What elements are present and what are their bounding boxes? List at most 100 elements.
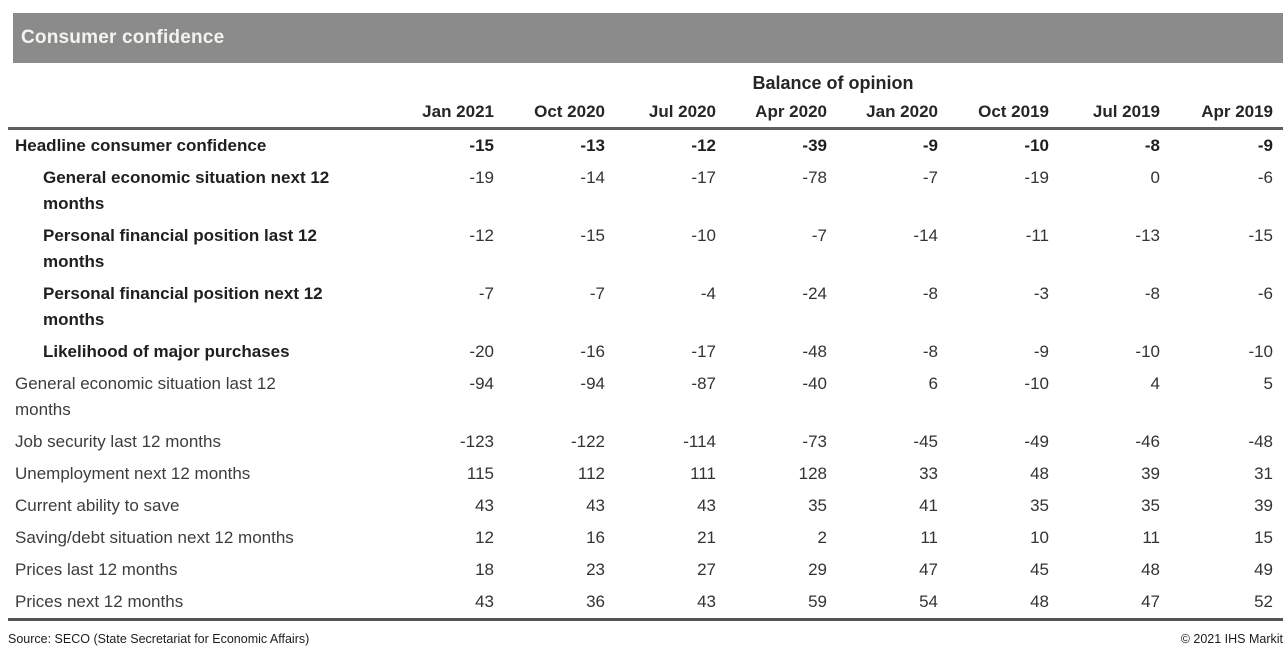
row-label: Prices last 12 months [15,560,178,579]
cell-value: -46 [1135,432,1160,451]
cell-value: -19 [469,168,494,187]
row-label: Likelihood of major purchases [43,342,290,361]
cell-value: -8 [922,342,938,361]
cell-value: 29 [808,560,827,579]
cell-value: -8 [1144,136,1160,155]
cell-value: -9 [922,136,938,155]
cell-value: -40 [802,374,827,393]
cell-value: 48 [938,586,1049,621]
cell-value: 0 [1150,168,1160,187]
column-header: Jul 2020 [605,96,716,130]
cell-value: -10 [1135,342,1160,361]
cell-value: -9 [1257,136,1274,155]
table-row: Personal financial position next 12 mont… [8,278,1283,336]
cell-value: 39 [1141,464,1160,483]
cell-value: -94 [580,374,605,393]
table-row: Headline consumer confidence -15 -13 -12 -39… [8,129,1283,163]
table-row: Prices next 12 months 43 36 43 59 54 48 47 52 [8,586,1284,621]
cell-value: 59 [716,586,827,621]
cell-value: -39 [802,136,827,155]
cell-value: 112 [577,464,605,483]
column-header: Apr 2019 [1160,96,1284,130]
cell-value: 47 [919,560,938,579]
cell-value: -16 [580,342,605,361]
table-row: General economic situation last 12 month… [8,368,1283,426]
cell-value: -10 [1248,342,1274,361]
cell-value: 41 [919,496,938,515]
empty-header-cell [8,96,383,130]
table-row: Saving/debt situation next 12 months 12 16… [8,522,1283,554]
panel-title-bar: Consumer confidence [13,13,1283,63]
cell-value: -48 [802,342,827,361]
cell-value: -17 [691,168,716,187]
cell-value: 36 [494,586,605,621]
table-row: Personal financial position last 12 mont… [8,220,1283,278]
row-label: General economic situation last 12 month… [15,374,276,419]
balance-of-opinion-header: Balance of opinion [752,73,914,93]
cell-value: 43 [475,496,494,515]
cell-value: -87 [691,374,716,393]
cell-value: -49 [1024,432,1049,451]
cell-value: -15 [580,226,605,245]
column-header: Oct 2019 [938,96,1049,130]
table-row: Job security last 12 months -123 -122 -114 -… [8,426,1283,458]
consumer-confidence-table: Balance of opinion Jan 2021 Oct 2020 Jul… [8,66,1284,621]
copyright-note: © 2021 IHS Markit [1180,632,1283,646]
row-label: Job security last 12 months [15,432,221,451]
column-header: Jul 2019 [1049,96,1160,130]
cell-value: -9 [1033,342,1049,361]
cell-value: -17 [691,342,716,361]
cell-value: 43 [383,586,494,621]
cell-value: -8 [1144,284,1160,303]
cell-value: -12 [691,136,716,155]
cell-value: 11 [920,528,938,547]
cell-value: -14 [913,226,938,245]
table-row: Unemployment next 12 months 115 112 111 128 3… [8,458,1283,490]
cell-value: -73 [802,432,827,451]
column-header: Oct 2020 [494,96,605,130]
cell-value: 48 [1141,560,1160,579]
cell-value: -122 [570,432,605,451]
cell-value: 115 [466,464,494,483]
table-row: Likelihood of major purchases -20 -16 -17 -4… [8,336,1283,368]
cell-value: 48 [1030,464,1049,483]
cell-value: -14 [580,168,605,187]
row-label: Current ability to save [15,496,180,515]
cell-value: -19 [1024,168,1049,187]
table-body: Headline consumer confidence -15 -13 -12 -39… [8,129,1284,621]
cell-value: -45 [913,432,938,451]
cell-value: -13 [580,136,605,155]
cell-value: 18 [475,560,494,579]
cell-value: 15 [1254,528,1274,547]
cell-value: 16 [586,528,605,547]
cell-value: 35 [1141,496,1160,515]
cell-value: 54 [827,586,938,621]
cell-value: -20 [469,342,494,361]
cell-value: -15 [469,136,494,155]
cell-value: 23 [586,560,605,579]
column-header-row: Jan 2021 Oct 2020 Jul 2020 Apr 2020 Jan … [8,96,1284,130]
cell-value: 27 [697,560,716,579]
cell-value: 49 [1254,560,1274,579]
cell-value: -10 [1024,136,1049,155]
cell-value: -3 [1033,284,1049,303]
cell-value: 10 [1030,528,1049,547]
cell-value: 43 [586,496,605,515]
cell-value: 43 [697,496,716,515]
cell-value: -94 [469,374,494,393]
cell-value: -24 [802,284,827,303]
cell-value: -12 [469,226,494,245]
row-label: Prices next 12 months [8,586,383,621]
panel-title: Consumer confidence [21,27,225,48]
cell-value: -48 [1248,432,1274,451]
cell-value: -7 [811,226,827,245]
empty-header-cell [8,66,383,96]
cell-value: -10 [691,226,716,245]
cell-value: -114 [683,432,716,451]
column-header: Apr 2020 [716,96,827,130]
cell-value: 31 [1254,464,1274,483]
group-header-row: Balance of opinion [8,66,1283,96]
row-label: Personal financial position last 12 mont… [43,226,317,271]
row-label: General economic situation next 12 month… [43,168,330,213]
